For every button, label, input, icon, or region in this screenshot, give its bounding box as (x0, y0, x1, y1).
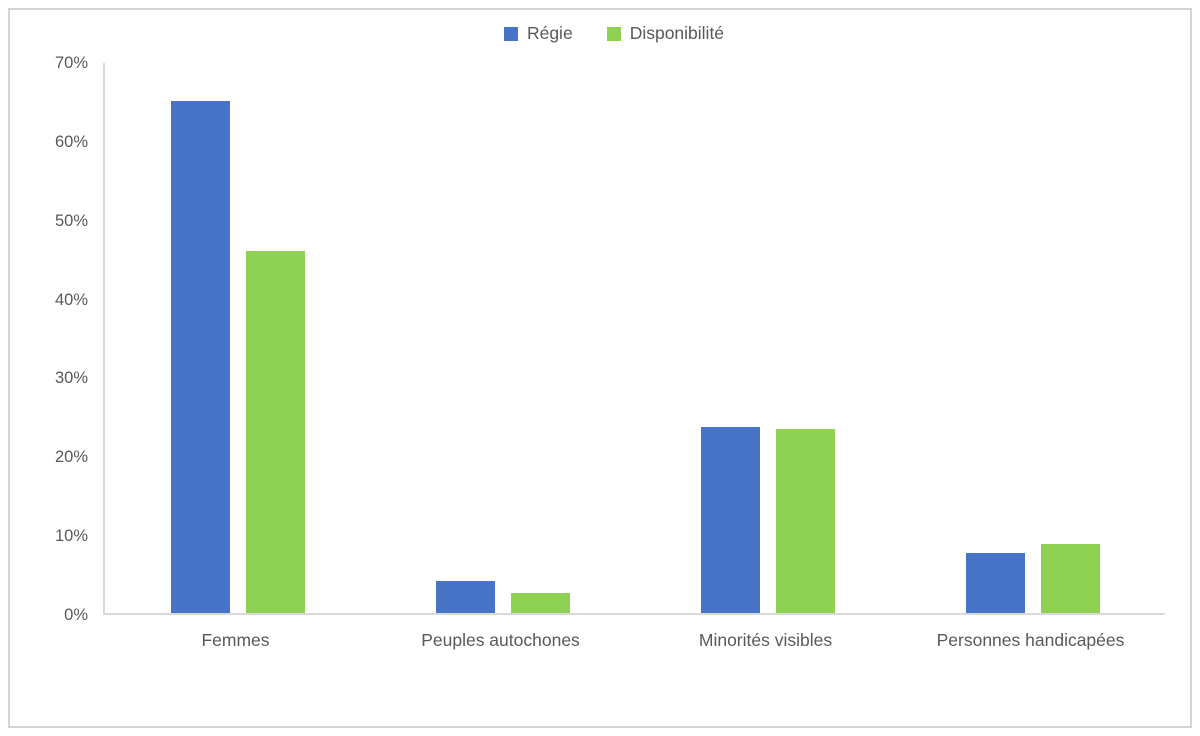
y-tick-label-20: 20% (54, 448, 88, 467)
bar-group-peuples-autochones (370, 63, 635, 613)
plot-area (103, 63, 1165, 615)
bar-regie-peuples-autochones[interactable] (435, 580, 495, 613)
y-tick-label-40: 40% (54, 290, 88, 309)
x-axis-label-personnes-handicapees: Personnes handicapées (936, 630, 1125, 650)
bar-regie-femmes[interactable] (170, 100, 230, 613)
y-tick-label-70: 70% (54, 54, 88, 72)
bar-group-minorites-visibles (635, 63, 900, 613)
y-tick-label-0: 0% (64, 606, 88, 624)
x-axis-label-minorites-visibles: Minorités visibles (698, 630, 833, 650)
x-axis-label-femmes: Femmes (201, 630, 270, 650)
bar-group-femmes (105, 63, 370, 613)
y-tick-label-10: 10% (54, 527, 88, 546)
legend-swatch-regie (503, 26, 518, 41)
y-tick-label-60: 60% (54, 132, 88, 151)
legend-item-regie[interactable]: Régie (503, 23, 573, 44)
bar-disponibilite-personnes-handicapees[interactable] (1040, 543, 1100, 613)
bar-regie-personnes-handicapees[interactable] (965, 553, 1025, 613)
legend-item-disponibilite[interactable]: Disponibilité (606, 23, 725, 44)
bar-regie-minorites-visibles[interactable] (700, 426, 760, 613)
legend-label: Disponibilité (629, 23, 725, 43)
bar-disponibilite-peuples-autochones[interactable] (510, 593, 570, 613)
bar-disponibilite-femmes[interactable] (245, 250, 305, 613)
y-tick-label-50: 50% (54, 211, 88, 230)
legend-swatch-disponibilite (606, 26, 621, 41)
legend: Régie Disponibilité (14, 23, 1200, 44)
x-axis-label-peuples-autochones: Peuples autochones (421, 630, 580, 650)
x-axis-labels: Femmes Peuples autochones Minorités visibl… (103, 629, 1163, 651)
y-tick-label-30: 30% (54, 369, 88, 388)
legend-label: Régie (526, 23, 573, 43)
bar-disponibilite-minorites-visibles[interactable] (775, 429, 835, 613)
bar-group-personnes-handicapees (900, 63, 1165, 613)
y-axis-labels: 0% 10% 20% 30% 40% 50% 60% 70% (0, 54, 88, 624)
